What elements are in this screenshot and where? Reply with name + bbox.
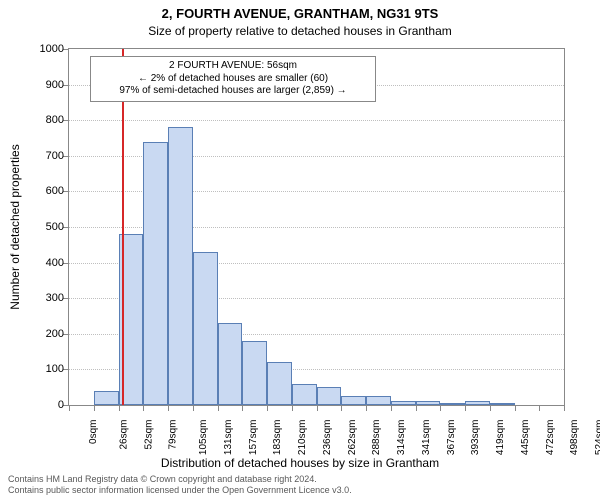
xtick-label: 79sqm: [168, 420, 179, 450]
xtick-label: 131sqm: [223, 420, 234, 456]
xtick-mark: [539, 406, 540, 411]
histogram-bar: [143, 142, 168, 405]
ytick-label: 1000: [40, 43, 64, 55]
xtick-label: 105sqm: [198, 420, 209, 456]
histogram-bar: [94, 391, 119, 405]
histogram-bar: [490, 403, 515, 405]
xtick-mark: [416, 406, 417, 411]
xtick-mark: [168, 406, 169, 411]
xtick-mark: [119, 406, 120, 411]
chart-title-line1: 2, FOURTH AVENUE, GRANTHAM, NG31 9TS: [0, 6, 600, 21]
xtick-label: 367sqm: [446, 420, 457, 456]
xtick-label: 157sqm: [248, 420, 259, 456]
xtick-mark: [440, 406, 441, 411]
ytick-label: 200: [46, 328, 64, 340]
annotation-line: 2 FOURTH AVENUE: 56sqm: [97, 60, 369, 73]
ytick-label: 700: [46, 150, 64, 162]
xtick-label: 419sqm: [495, 420, 506, 456]
ytick-label: 800: [46, 114, 64, 126]
reference-annotation-box: 2 FOURTH AVENUE: 56sqm← 2% of detached h…: [90, 56, 376, 102]
xtick-mark: [465, 406, 466, 411]
xtick-label: 183sqm: [272, 420, 283, 456]
annotation-line: 97% of semi-detached houses are larger (…: [97, 85, 369, 98]
reference-line: [122, 49, 124, 405]
xtick-label: 26sqm: [118, 420, 129, 450]
xtick-mark: [292, 406, 293, 411]
chart-title-line2: Size of property relative to detached ho…: [0, 24, 600, 38]
histogram-bar: [267, 362, 292, 405]
annotation-line: ← 2% of detached houses are smaller (60): [97, 73, 369, 86]
y-axis-label: Number of detached properties: [8, 62, 22, 227]
histogram-bar: [193, 252, 218, 405]
xtick-mark: [366, 406, 367, 411]
ytick-label: 500: [46, 221, 64, 233]
xtick-mark: [242, 406, 243, 411]
ytick-label: 900: [46, 79, 64, 91]
x-axis-label: Distribution of detached houses by size …: [0, 456, 600, 470]
xtick-label: 236sqm: [322, 420, 333, 456]
xtick-mark: [490, 406, 491, 411]
footer-line2: Contains public sector information licen…: [8, 485, 352, 495]
histogram-bar: [168, 127, 193, 405]
xtick-label: 524sqm: [594, 420, 600, 456]
histogram-bar: [218, 323, 243, 405]
xtick-mark: [218, 406, 219, 411]
xtick-label: 341sqm: [421, 420, 432, 456]
histogram-bar: [440, 403, 465, 405]
xtick-label: 472sqm: [545, 420, 556, 456]
xtick-mark: [193, 406, 194, 411]
ytick-label: 400: [46, 257, 64, 269]
xtick-mark: [143, 406, 144, 411]
histogram-bar: [416, 401, 441, 405]
histogram-bar: [292, 384, 317, 405]
xtick-mark: [317, 406, 318, 411]
xtick-mark: [267, 406, 268, 411]
histogram-bar: [366, 396, 391, 405]
chart-container: 2, FOURTH AVENUE, GRANTHAM, NG31 9TS Siz…: [0, 0, 600, 500]
xtick-mark: [391, 406, 392, 411]
ytick-label: 0: [58, 399, 64, 411]
xtick-label: 262sqm: [347, 420, 358, 456]
xtick-label: 445sqm: [520, 420, 531, 456]
histogram-bar: [341, 396, 366, 405]
plot-area: [68, 48, 565, 406]
xtick-label: 52sqm: [143, 420, 154, 450]
xtick-label: 288sqm: [371, 420, 382, 456]
xtick-mark: [515, 406, 516, 411]
xtick-label: 314sqm: [396, 420, 407, 456]
histogram-bar: [391, 401, 416, 405]
xtick-label: 0sqm: [88, 420, 99, 444]
xtick-mark: [341, 406, 342, 411]
xtick-label: 498sqm: [569, 420, 580, 456]
histogram-bar: [242, 341, 267, 405]
xtick-mark: [94, 406, 95, 411]
xtick-label: 210sqm: [297, 420, 308, 456]
ytick-label: 100: [46, 363, 64, 375]
footer-line1: Contains HM Land Registry data © Crown c…: [8, 474, 317, 484]
footer-attribution: Contains HM Land Registry data © Crown c…: [8, 474, 592, 496]
gridline: [69, 120, 564, 121]
ytick-label: 600: [46, 185, 64, 197]
histogram-bar: [465, 401, 490, 405]
xtick-mark: [69, 406, 70, 411]
ytick-label: 300: [46, 292, 64, 304]
xtick-mark: [564, 406, 565, 411]
histogram-bar: [317, 387, 342, 405]
xtick-label: 393sqm: [470, 420, 481, 456]
